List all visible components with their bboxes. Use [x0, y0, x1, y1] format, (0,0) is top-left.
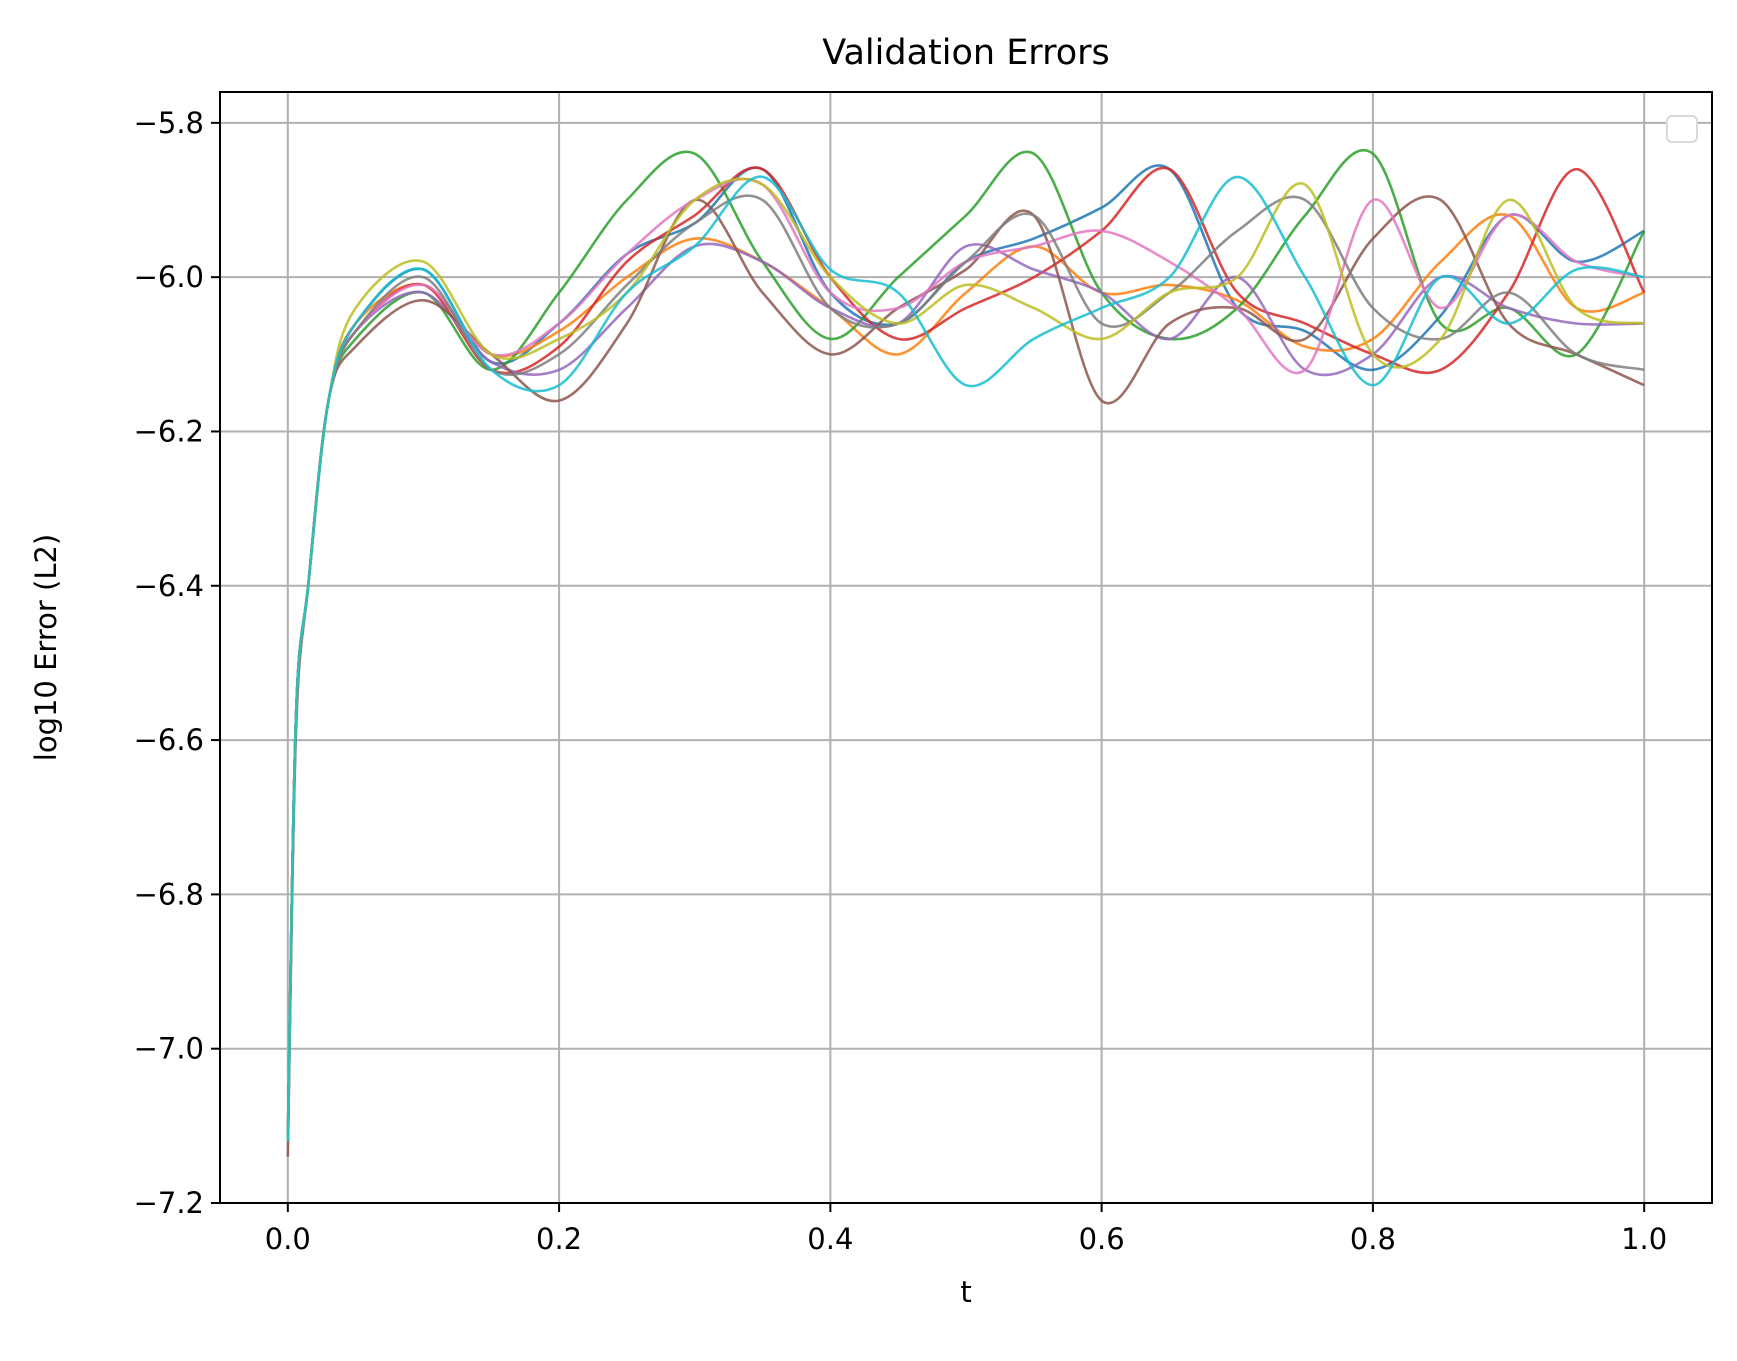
series-line-10: [286, 175, 1645, 1142]
x-tick-label: 0.8: [1350, 1222, 1396, 1256]
y-tick-label: −6.8: [134, 877, 204, 911]
y-tick-label: −6.0: [134, 260, 204, 294]
y-tick-label: −7.2: [134, 1186, 204, 1220]
plot-frame: [219, 91, 1713, 1204]
chart-title: Validation Errors: [822, 33, 1110, 73]
y-tick-label: −6.6: [134, 723, 204, 757]
ticks: 0.0 0.2 0.4 0.6 0.8 1.0 −7.2 −7.0 −6.8 −6.6 −6.4 −6…: [134, 106, 1668, 1256]
x-tick-label: 1.0: [1621, 1222, 1667, 1256]
x-tick-label: 0.4: [807, 1222, 853, 1256]
x-axis-label: t: [960, 1275, 971, 1309]
y-axis-label: log10 Error (L2): [29, 534, 63, 761]
y-tick-label: −7.0: [134, 1032, 204, 1066]
y-tick-label: −6.4: [134, 569, 204, 603]
legend-box: [1666, 115, 1698, 143]
y-tick-label: −5.8: [134, 106, 204, 140]
y-tick-label: −6.2: [134, 414, 204, 448]
series-group: [286, 148, 1646, 1157]
x-tick-label: 0.6: [1079, 1222, 1125, 1256]
x-tick-label: 0.0: [265, 1222, 311, 1256]
x-tick-label: 0.2: [536, 1222, 582, 1256]
